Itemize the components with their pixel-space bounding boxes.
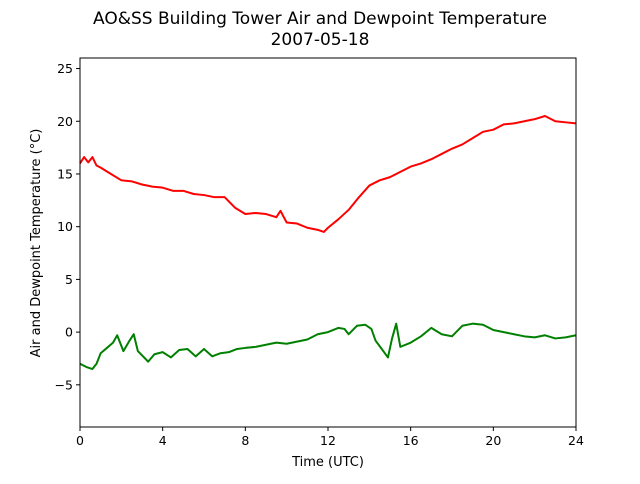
chart-title: AO&SS Building Tower Air and Dewpoint Te… <box>93 9 547 29</box>
y-tick-label: 0 <box>65 325 73 340</box>
series-line-2 <box>79 322 577 371</box>
plot-area <box>79 114 577 371</box>
y-axis-label: Air and Dewpoint Temperature (°C) <box>29 129 44 358</box>
x-tick-label: 12 <box>320 433 336 448</box>
y-tick-label: 25 <box>57 61 73 76</box>
x-axis-label: Time (UTC) <box>291 455 364 470</box>
chart-subtitle: 2007-05-18 <box>271 30 370 50</box>
y-tick-label: 20 <box>57 114 73 129</box>
series-line-1 <box>79 114 577 233</box>
x-tick-label: 0 <box>76 433 84 448</box>
x-tick-label: 16 <box>403 433 419 448</box>
x-tick-label: 4 <box>159 433 167 448</box>
x-tick-label: 8 <box>241 433 249 448</box>
x-tick-label: 24 <box>568 433 584 448</box>
y-tick-label: 15 <box>57 166 73 181</box>
y-tick-label: 5 <box>65 272 73 287</box>
y-tick-label: 10 <box>57 219 73 234</box>
y-tick-label: −5 <box>55 377 73 392</box>
x-tick-label: 20 <box>485 433 501 448</box>
axes: 0 4 8 12 16 20 24 −5 0 5 10 15 20 25 <box>55 61 584 448</box>
